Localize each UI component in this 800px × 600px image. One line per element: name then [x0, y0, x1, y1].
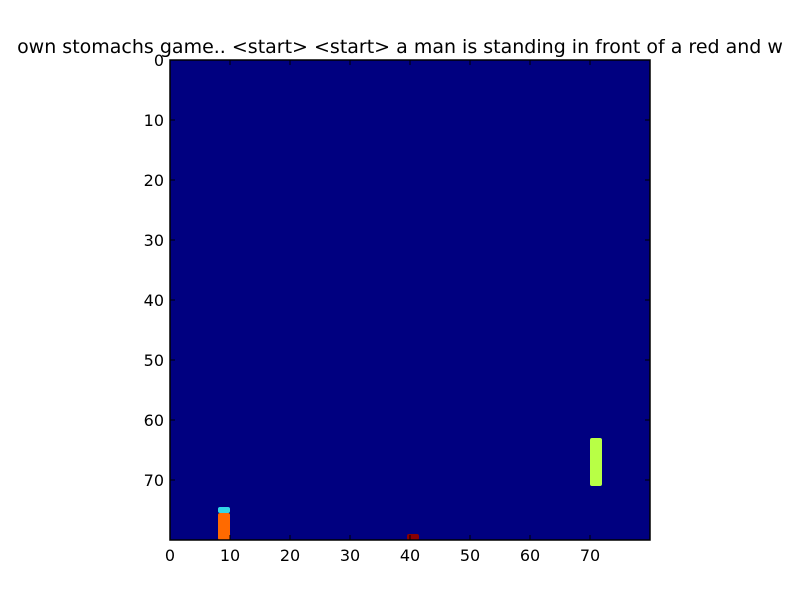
y-tick-label: 20	[144, 171, 164, 190]
y-tick-label: 10	[144, 111, 164, 130]
left-paddle-cap	[218, 507, 230, 513]
x-tick-label: 30	[340, 546, 360, 565]
x-tick-label: 10	[220, 546, 240, 565]
x-tick-label: 0	[165, 546, 175, 565]
chart-title: own stomachs game.. <start> <start> a ma…	[17, 36, 783, 58]
x-axis: 0 10 20 30 40 50 60 70	[165, 60, 600, 565]
y-tick-label: 70	[144, 471, 164, 490]
left-paddle	[218, 513, 230, 540]
x-tick-label: 60	[520, 546, 540, 565]
right-paddle	[590, 438, 602, 486]
y-tick-label: 60	[144, 411, 164, 430]
x-tick-label: 70	[580, 546, 600, 565]
x-tick-label: 20	[280, 546, 300, 565]
y-tick-label: 0	[154, 51, 164, 70]
ball	[407, 534, 419, 540]
plot-area	[169, 59, 651, 541]
y-tick-label: 30	[144, 231, 164, 250]
x-tick-label: 40	[400, 546, 420, 565]
y-tick-label: 40	[144, 291, 164, 310]
heatmap-background	[170, 60, 650, 540]
y-axis: 0 10 20 30 40 50 60 70	[144, 51, 650, 490]
y-tick-label: 50	[144, 351, 164, 370]
x-tick-label: 50	[460, 546, 480, 565]
